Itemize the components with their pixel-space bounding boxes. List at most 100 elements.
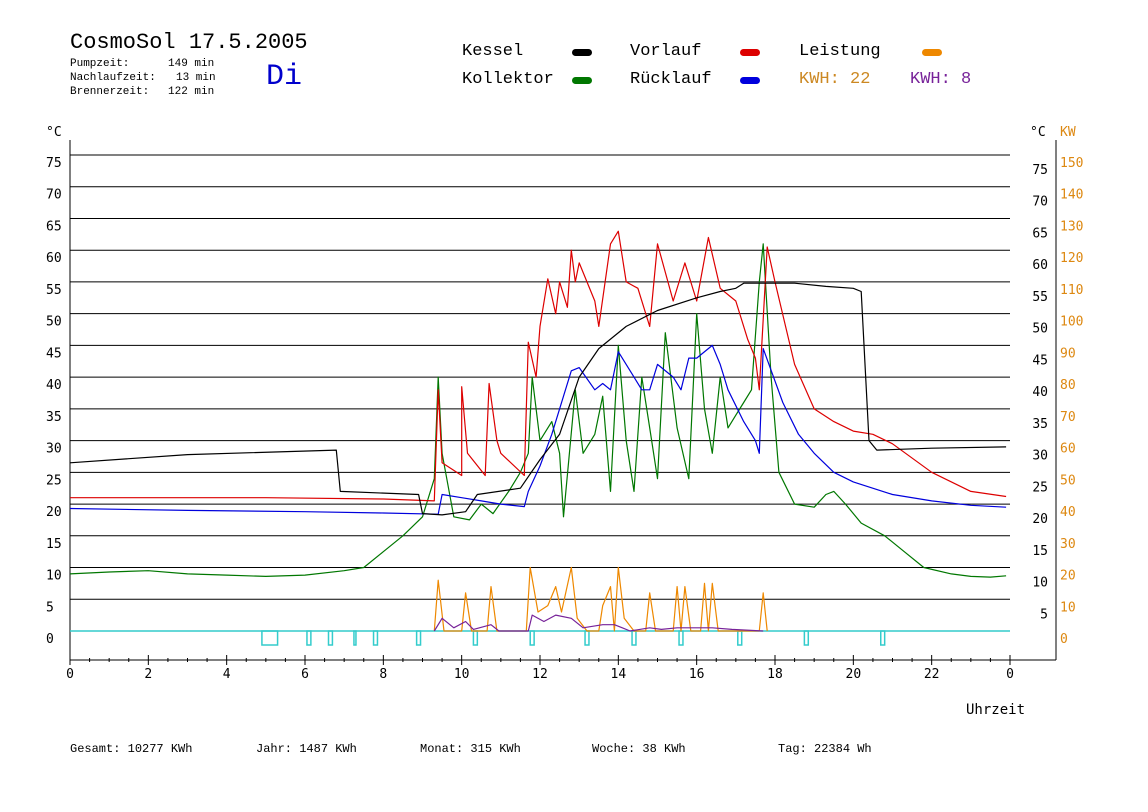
footer-label: Gesamt: (70, 742, 121, 756)
y-tick-label-right: 35 (1032, 417, 1048, 432)
legend-label-vorlauf: Vorlauf (630, 42, 702, 61)
y-tick-label-left: 55 (46, 283, 62, 298)
x-tick-label: 14 (611, 667, 627, 682)
stat-value: 13 min (176, 72, 216, 84)
x-tick-label: 0 (1006, 667, 1014, 682)
pump-pulses (70, 630, 1010, 646)
page-title: CosmoSol 17.5.2005 (70, 30, 308, 55)
y-tick-label-power: 130 (1060, 219, 1083, 234)
legend-swatch-kessel (572, 49, 592, 56)
y-tick-label-right: 45 (1032, 353, 1048, 368)
pump-pulse (415, 630, 422, 646)
y-tick-label-left: 35 (46, 410, 62, 425)
y-axis-unit-left: °C (46, 125, 62, 140)
pump-pulse (472, 630, 479, 646)
pump-pulse (678, 630, 684, 646)
y-tick-label-power: 0 (1060, 632, 1068, 647)
x-axis-label: Uhrzeit (966, 702, 1025, 718)
footer-value: 10277 KWh (127, 742, 193, 756)
footer-monat: Monat: 315 KWh (420, 742, 521, 756)
gridlines (70, 154, 1010, 600)
stat-pumpzeit: Pumpzeit: 149 min (70, 58, 214, 70)
stat-value: 149 min (168, 58, 215, 70)
y-tick-label-left: 25 (46, 473, 62, 488)
pump-pulse (880, 630, 886, 646)
x-tick-label: 4 (223, 667, 231, 682)
legend-label-kollektor: Kollektor (462, 70, 554, 89)
y-tick-label-left: 65 (46, 219, 62, 234)
y-tick-label-left: 30 (46, 442, 62, 457)
y-tick-label-right: 30 (1032, 449, 1048, 464)
pump-pulse (529, 630, 535, 646)
y-tick-label-right: 5 (1040, 607, 1048, 622)
y-tick-label-right: 60 (1032, 258, 1048, 273)
y-tick-label-left: 40 (46, 378, 62, 393)
y-tick-label-right: 50 (1032, 322, 1048, 337)
y-tick-label-power: 10 (1060, 600, 1076, 615)
y-tick-label-right: 15 (1032, 544, 1048, 559)
y-tick-label-right: 70 (1032, 195, 1048, 210)
legend-label-kessel: Kessel (462, 42, 524, 61)
y-tick-label-power: 20 (1060, 569, 1076, 584)
y-tick-label-power: 120 (1060, 251, 1083, 266)
pump-pulse (737, 630, 743, 646)
tick-labels: 0 2 4 6 8 10 12 14 16 18 20 22 005101520253035404550… (46, 156, 1083, 682)
series-line-r-cklauf (69, 344, 1007, 515)
pump-pulse (584, 630, 590, 646)
y-tick-label-left: 10 (46, 569, 62, 584)
y-tick-label-power: 100 (1060, 315, 1083, 330)
weekday-label: Di (266, 60, 303, 94)
y-tick-label-right: 10 (1032, 576, 1048, 591)
pump-pulse (631, 630, 637, 646)
y-tick-label-left: 60 (46, 251, 62, 266)
legend-swatch-leistung (922, 49, 942, 56)
y-tick-label-power: 70 (1060, 410, 1076, 425)
legend-swatch-ruecklauf (740, 77, 760, 84)
footer-value: 315 KWh (470, 742, 521, 756)
legend-label-leistung: Leistung (799, 42, 881, 61)
x-tick-label: 22 (924, 667, 940, 682)
pump-pulse (372, 630, 379, 646)
y-tick-label-left: 15 (46, 537, 62, 552)
legend-kwh-secondary: KWH: 8 (910, 70, 972, 89)
footer-woche: Woche: 38 KWh (592, 742, 686, 756)
pump-pulse (353, 630, 357, 646)
footer-label: Jahr: (256, 742, 293, 756)
stat-nachlaufzeit: Nachlaufzeit: 13 min (70, 72, 216, 84)
legend-swatch-vorlauf (740, 49, 760, 56)
y-tick-label-left: 0 (46, 632, 54, 647)
footer-value: 22384 Wh (814, 742, 872, 756)
y-tick-label-right: 25 (1032, 480, 1048, 495)
x-tick-label: 16 (689, 667, 705, 682)
footer-jahr: Jahr: 1487 KWh (256, 742, 357, 756)
stat-label: Pumpzeit: (70, 58, 130, 70)
x-tick-label: 2 (144, 667, 152, 682)
y-tick-label-left: 5 (46, 600, 54, 615)
y-tick-label-power: 80 (1060, 378, 1076, 393)
y-axis-unit-power: KW (1060, 125, 1076, 140)
stat-value: 122 min (168, 86, 215, 98)
y-tick-label-left: 75 (46, 156, 62, 171)
x-tick-label: 10 (454, 667, 470, 682)
x-tick-label: 18 (767, 667, 783, 682)
series-line-kwh-8 (433, 614, 764, 632)
x-tick-label: 6 (301, 667, 309, 682)
legend-kwh-leistung: KWH: 22 (799, 70, 871, 89)
y-tick-label-power: 30 (1060, 537, 1076, 552)
y-tick-label-power: 110 (1060, 283, 1083, 298)
series-lines (69, 230, 1007, 632)
y-tick-label-right: 55 (1032, 290, 1048, 305)
y-tick-label-left: 20 (46, 505, 62, 520)
legend-label-ruecklauf: Rücklauf (630, 70, 712, 89)
footer-tag: Tag: 22384 Wh (778, 742, 872, 756)
y-axis-unit-right: °C (1030, 125, 1046, 140)
y-tick-label-right: 20 (1032, 512, 1048, 527)
series-line-vorlauf (70, 230, 1007, 502)
series-line-kollektor (69, 243, 1007, 578)
y-tick-label-power: 150 (1060, 156, 1083, 171)
footer-label: Woche: (592, 742, 636, 756)
x-tick-label: 8 (379, 667, 387, 682)
y-tick-label-right: 75 (1032, 163, 1048, 178)
stat-label: Nachlaufzeit: (70, 72, 156, 84)
